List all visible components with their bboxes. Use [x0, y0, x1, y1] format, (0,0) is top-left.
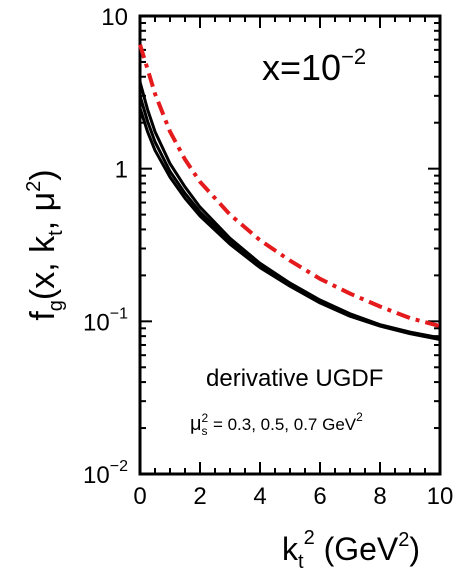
x-value-annotation: x=10−2: [262, 44, 366, 88]
x-value-prefix: x=10: [262, 47, 341, 88]
curves: [138, 44, 441, 341]
y-label-sq: 2: [23, 181, 45, 192]
x-tick-label: 10: [427, 483, 454, 510]
x-label-t: t: [298, 551, 304, 573]
y-label-g: g: [45, 300, 67, 311]
y-label-f: f: [24, 311, 62, 321]
x-tick-label: 4: [253, 483, 266, 510]
x-label-unit-sq: 2: [398, 529, 409, 551]
series-solid-line-2: [138, 95, 441, 341]
y-tick-label: 10−1: [83, 305, 128, 336]
x-tick-label: 0: [133, 483, 146, 510]
series-dashdot-line: [138, 44, 441, 329]
y-tick-label: 10: [101, 4, 128, 31]
x-value-exp: −2: [341, 44, 366, 69]
x-tick-label: 6: [313, 483, 326, 510]
y-label-t: t: [45, 230, 67, 236]
mu-symbol: μ: [190, 413, 202, 435]
y-label-args: (x, k: [24, 235, 62, 300]
y-label-sep: , μ: [24, 192, 62, 230]
series-solid-line-3: [138, 81, 441, 340]
y-axis-label: fg(x, kt, μ2): [23, 169, 67, 320]
x-label-k: k: [282, 531, 299, 567]
mu-unit-sq: 2: [356, 410, 363, 424]
mu-values: = 0.3, 0.5, 0.7 GeV: [208, 415, 357, 434]
x-tick-label: 8: [373, 483, 386, 510]
y-tick-label: 1: [115, 157, 128, 184]
x-axis-label: kt2 (GeV2): [282, 527, 420, 573]
x-label-unit: (GeV: [315, 531, 399, 567]
mu-sq: 2: [202, 411, 209, 425]
y-ticks: 10 1 10−1 10−2: [83, 4, 440, 489]
series-solid-line-1: [138, 107, 441, 341]
x-tick-label: 2: [193, 483, 206, 510]
mu-sub: s: [202, 424, 208, 438]
y-label-close: ): [24, 169, 62, 180]
mu-annotation: μs2 = 0.3, 0.5, 0.7 GeV2: [190, 410, 363, 438]
x-label-sq: 2: [304, 527, 315, 549]
x-ticks: 0 2 4 6 8 10: [133, 16, 453, 510]
x-label-close: ): [409, 531, 420, 567]
ugdf-annotation: derivative UGDF: [206, 365, 383, 392]
y-tick-label: 10−2: [83, 458, 128, 489]
